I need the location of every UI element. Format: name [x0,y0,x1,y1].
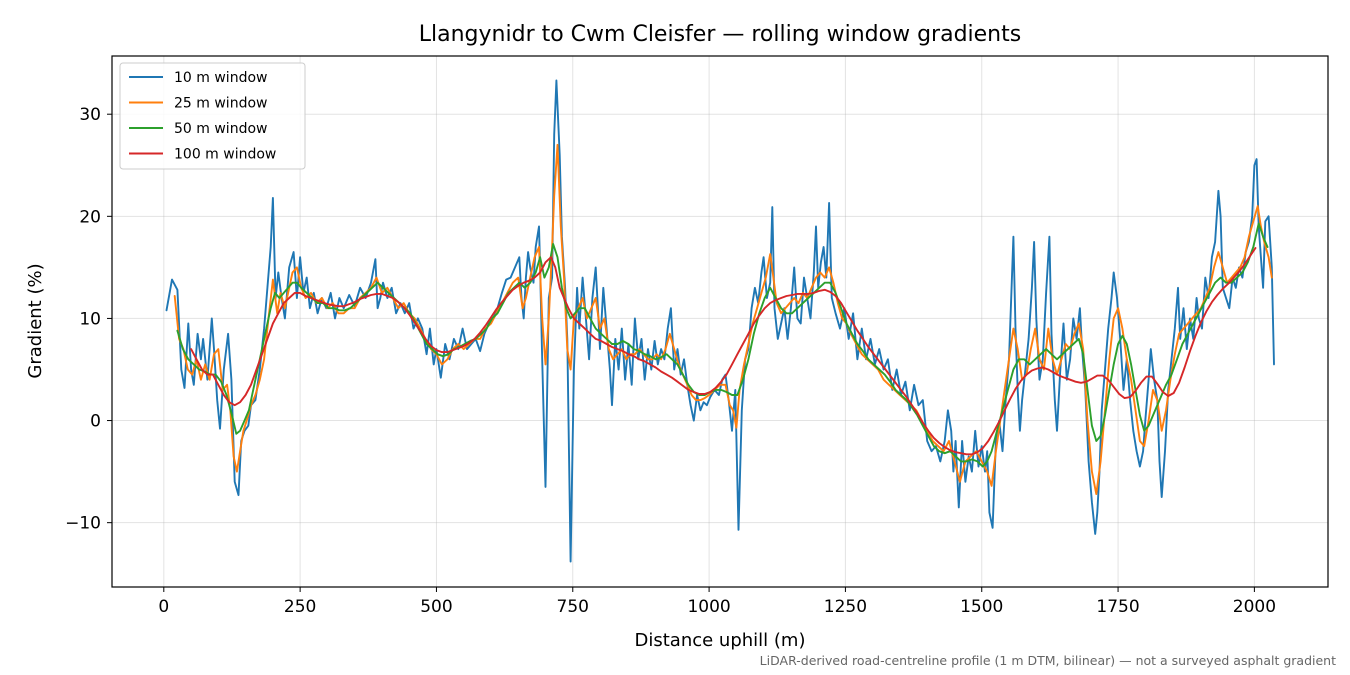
legend-entries: 10 m window 25 m window 50 m window 100 m w… [129,70,276,163]
legend-label: 25 m window [174,96,267,112]
legend-box [119,62,306,170]
series-line-3 [176,222,1269,468]
x-tick-label: 250 [284,597,316,617]
x-tick-label: 1750 [1096,597,1139,617]
y-tick-label: 0 [90,412,101,432]
y-tick-label: 10 [79,309,101,329]
legend: 10 m window 25 m window 50 m window 100 m w… [119,62,306,170]
x-tick-label: 1000 [687,597,730,617]
legend-label: 10 m window [174,70,267,86]
x-tick-label: 1500 [960,597,1003,617]
x-tick-label: 0 [158,597,169,617]
y-axis-ticks: −10 0 10 20 30 [65,105,112,534]
legend-label: 50 m window [174,121,267,137]
chart-title: Llangynidr to Cwm Cleisfer — rolling win… [419,22,1021,47]
x-tick-label: 1250 [824,597,867,617]
plot-frame [111,55,1329,588]
x-tick-label: 500 [420,597,452,617]
series-line-4 [190,247,1257,456]
y-tick-label: 20 [79,207,101,227]
x-tick-label: 2000 [1233,597,1276,617]
legend-label: 100 m window [174,147,276,163]
series-line-1 [165,79,1275,563]
y-axis-label: Gradient (%) [25,263,46,378]
y-tick-label: −10 [65,514,101,534]
y-tick-label: 30 [79,105,101,125]
x-axis-ticks: 0 250 500 750 1000 1250 1500 1750 2000 [158,587,1276,617]
x-tick-label: 750 [557,597,589,617]
series-lines [165,79,1275,563]
grid-lines [112,56,1328,587]
x-axis-label: Distance uphill (m) [635,630,806,651]
footnote: LiDAR-derived road-centreline profile (1… [760,653,1336,668]
